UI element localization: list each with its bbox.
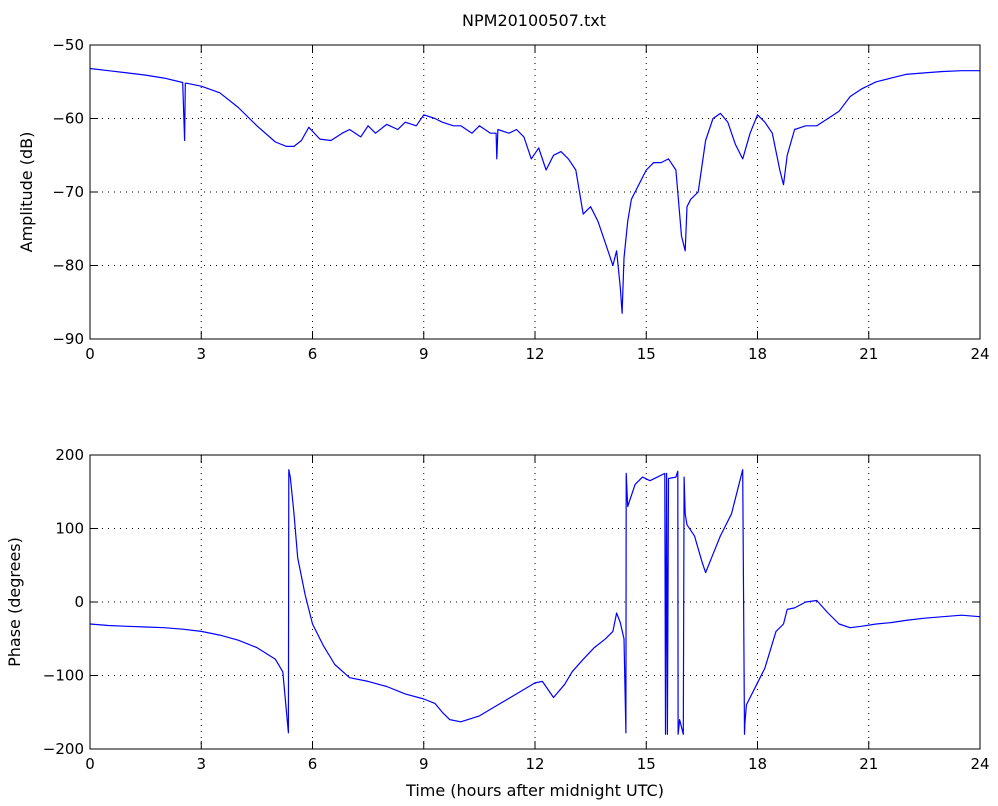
amplitude-ytick-label: −80 xyxy=(52,257,84,275)
amplitude-y-axis-label: Amplitude (dB) xyxy=(17,132,36,253)
amplitude-xtick-label: 18 xyxy=(748,345,767,363)
phase-x-axis-label: Time (hours after midnight UTC) xyxy=(405,781,664,800)
phase-ytick-label: −100 xyxy=(43,667,84,685)
phase-xtick-label: 24 xyxy=(970,755,989,773)
phase-xtick-label: 18 xyxy=(748,755,767,773)
amplitude-xtick-label: 3 xyxy=(196,345,206,363)
phase-xtick-label: 9 xyxy=(419,755,429,773)
amplitude-panel: 0 3 6 9 12 15 18 21 24 −90 −80 −70 −60 −50 Amplitude … xyxy=(17,36,990,363)
phase-series-line xyxy=(89,469,981,735)
phase-ytick-label: 100 xyxy=(55,520,84,538)
amplitude-xtick-label: 6 xyxy=(308,345,318,363)
phase-grid xyxy=(90,455,980,749)
amplitude-xtick-label: 24 xyxy=(970,345,989,363)
amplitude-ytick-label: −50 xyxy=(52,36,84,54)
amplitude-xtick-label: 21 xyxy=(859,345,878,363)
phase-xtick-label: 12 xyxy=(525,755,544,773)
phase-panel: 0 3 6 9 12 15 18 21 24 −200 −100 0 100 200 Phase (deg… xyxy=(5,446,990,800)
amplitude-ytick-label: −90 xyxy=(52,330,84,348)
phase-y-axis-label: Phase (degrees) xyxy=(5,537,24,667)
amplitude-xtick-label: 9 xyxy=(419,345,429,363)
phase-xtick-label: 21 xyxy=(859,755,878,773)
phase-xtick-label: 15 xyxy=(637,755,656,773)
amplitude-ytick-label: −70 xyxy=(52,183,84,201)
amplitude-series-line xyxy=(89,67,980,314)
phase-ticks: 0 3 6 9 12 15 18 21 24 −200 −100 0 100 200 xyxy=(43,446,990,773)
phase-ytick-label: −200 xyxy=(43,740,84,758)
figure-title: NPM20100507.txt xyxy=(462,11,606,30)
phase-xtick-label: 3 xyxy=(196,755,206,773)
amplitude-xtick-label: 15 xyxy=(637,345,656,363)
phase-xtick-label: 6 xyxy=(308,755,318,773)
amplitude-ytick-label: −60 xyxy=(52,110,84,128)
amplitude-grid xyxy=(90,45,980,339)
amplitude-xtick-label: 12 xyxy=(525,345,544,363)
amplitude-xtick-label: 0 xyxy=(85,345,95,363)
phase-xtick-label: 0 xyxy=(85,755,95,773)
amplitude-ticks: 0 3 6 9 12 15 18 21 24 −90 −80 −70 −60 −50 xyxy=(52,36,989,363)
phase-ytick-label: 200 xyxy=(55,446,84,464)
phase-ytick-label: 0 xyxy=(74,593,84,611)
